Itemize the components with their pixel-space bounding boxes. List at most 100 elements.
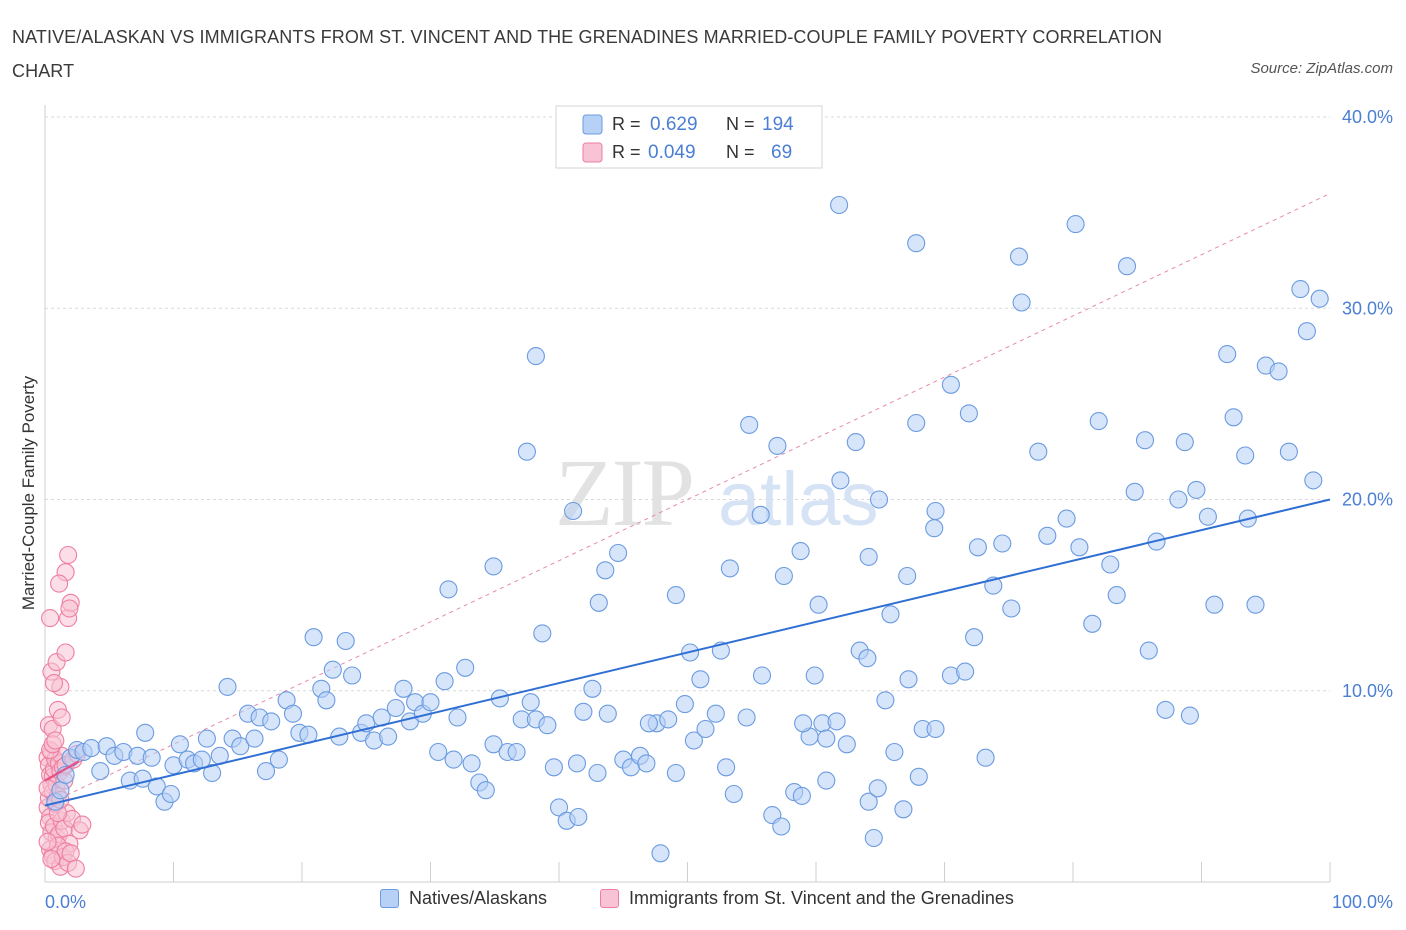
native-point-145 xyxy=(869,490,889,509)
native-point-126 xyxy=(526,347,545,366)
immigrant-point-67 xyxy=(38,832,57,851)
native-point-63 xyxy=(456,658,475,677)
native-point-132 xyxy=(596,561,615,580)
native-point-162 xyxy=(1070,538,1089,557)
native-point-157 xyxy=(1002,599,1021,618)
pink-points-layer xyxy=(38,545,92,878)
native-point-131 xyxy=(589,593,608,612)
native-point-147 xyxy=(881,605,900,624)
native-point-44 xyxy=(323,660,342,679)
legend-box: R = 0.629 N = 194 R = 0.049 N = 69 xyxy=(555,105,823,169)
legend-n-value-1: 194 xyxy=(762,114,794,135)
native-point-175 xyxy=(1180,706,1199,725)
native-point-111 xyxy=(837,735,856,754)
native-point-200 xyxy=(817,771,836,790)
bottom-legend-label-immigrants: Immigrants from St. Vincent and the Gren… xyxy=(629,888,1014,908)
legend-n-label-2: N = xyxy=(726,142,755,162)
native-point-30 xyxy=(231,737,250,756)
native-point-83 xyxy=(598,704,617,723)
immigrant-point-56 xyxy=(60,599,79,618)
legend-r-label-2: R = xyxy=(612,142,641,162)
native-point-173 xyxy=(1169,490,1188,509)
native-point-99 xyxy=(717,758,736,777)
native-point-181 xyxy=(1236,446,1255,465)
native-point-102 xyxy=(752,666,772,685)
native-point-7 xyxy=(82,739,101,758)
native-point-137 xyxy=(740,415,759,434)
native-point-163 xyxy=(1083,614,1102,633)
native-point-178 xyxy=(1205,595,1224,614)
native-point-81 xyxy=(583,679,602,698)
y-tick-label-1: 10.0% xyxy=(1342,681,1393,701)
native-point-140 xyxy=(774,566,793,586)
native-point-104 xyxy=(772,817,791,836)
native-point-160 xyxy=(1038,526,1057,545)
native-point-143 xyxy=(831,471,850,490)
tick-labels-layer: 10.0% 20.0% 30.0% 40.0% 0.0% 100.0% xyxy=(45,107,1393,912)
native-point-109 xyxy=(817,729,836,748)
native-point-84 xyxy=(609,543,628,563)
native-point-98 xyxy=(706,704,725,723)
immigrant-trend-line xyxy=(44,760,79,782)
chart-source: Source: ZipAtlas.com xyxy=(1250,60,1393,77)
native-point-138 xyxy=(751,505,770,524)
native-point-2 xyxy=(51,781,70,800)
legend-r-label-1: R = xyxy=(612,114,641,134)
legend-swatch-pink xyxy=(582,142,603,163)
native-point-21 xyxy=(170,735,189,754)
watermark: ZIP atlas xyxy=(555,439,879,546)
native-point-141 xyxy=(791,542,810,561)
native-point-169 xyxy=(1135,431,1155,450)
native-point-113 xyxy=(858,649,877,668)
native-point-198 xyxy=(794,714,813,733)
native-point-130 xyxy=(567,754,587,773)
native-point-148 xyxy=(898,566,917,586)
native-point-16 xyxy=(142,748,161,767)
native-point-95 xyxy=(684,731,703,750)
native-point-189 xyxy=(1304,471,1323,490)
native-point-146 xyxy=(859,547,878,566)
native-point-158 xyxy=(1012,293,1031,312)
native-point-46 xyxy=(336,631,355,651)
native-point-196 xyxy=(859,792,878,811)
native-point-64 xyxy=(462,754,481,773)
native-point-172 xyxy=(1156,700,1175,719)
reference-line-layer xyxy=(44,193,1331,806)
native-point-122 xyxy=(956,662,975,681)
native-point-41 xyxy=(304,628,323,647)
native-point-197 xyxy=(868,779,887,798)
native-point-152 xyxy=(941,375,960,394)
native-point-142 xyxy=(809,595,828,614)
native-point-47 xyxy=(343,666,362,685)
native-point-90 xyxy=(639,714,658,733)
immigrant-point-39 xyxy=(61,844,80,863)
native-point-100 xyxy=(724,784,743,804)
immigrant-point-60 xyxy=(73,815,92,834)
native-point-82 xyxy=(588,763,607,783)
immigrant-point-40 xyxy=(66,859,85,878)
native-point-94 xyxy=(675,695,694,714)
y-tick-label-3: 30.0% xyxy=(1342,298,1393,318)
native-point-159 xyxy=(1029,442,1048,461)
native-point-177 xyxy=(1198,507,1217,526)
x-tick-label-1: 0.0% xyxy=(45,892,86,912)
native-point-74 xyxy=(533,624,552,643)
native-point-61 xyxy=(444,750,463,769)
bottom-legend: Natives/Alaskans Immigrants from St. Vin… xyxy=(0,888,1406,918)
native-point-62 xyxy=(448,708,467,727)
native-point-75 xyxy=(538,716,557,735)
native-point-150 xyxy=(925,519,944,538)
native-point-194 xyxy=(1066,215,1085,234)
reference-dashed-line xyxy=(44,193,1331,806)
grid-layer xyxy=(45,116,1330,692)
native-point-54 xyxy=(394,679,413,698)
native-point-195 xyxy=(805,666,824,685)
native-point-58 xyxy=(421,693,440,712)
native-point-19 xyxy=(161,784,180,804)
native-point-77 xyxy=(549,798,569,817)
native-point-190 xyxy=(1310,289,1329,308)
native-point-15 xyxy=(136,723,155,742)
native-point-96 xyxy=(691,670,710,689)
native-trend-line xyxy=(44,498,1331,807)
y-axis-title: Married-Couple Family Poverty xyxy=(19,375,38,610)
